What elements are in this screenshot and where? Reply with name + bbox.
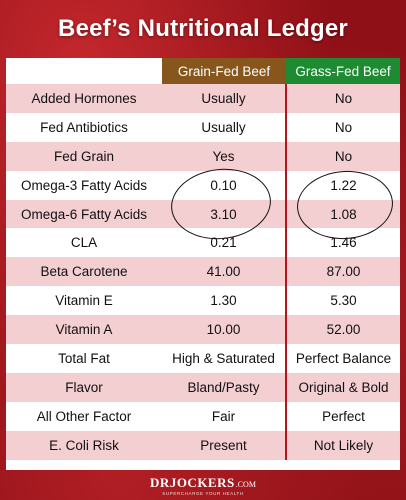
header-grass-fed: Grass-Fed Beef: [286, 58, 400, 84]
grass-value: 1.46: [285, 228, 400, 258]
logo-jockers: JOCKERS: [169, 474, 235, 490]
grass-value: Original & Bold: [285, 372, 400, 402]
brand-logo: DR JOCKERS .COM: [150, 475, 256, 491]
row-label: Fed Antibiotics: [6, 112, 162, 142]
grain-value: Yes: [162, 141, 286, 171]
table-row: Fed Antibiotics Usually No: [6, 112, 400, 142]
row-label: Flavor: [6, 372, 162, 402]
grain-value: 0.10: [162, 170, 286, 200]
brand-tagline: SUPERCHARGE YOUR HEALTH: [162, 490, 244, 496]
grain-value: 41.00: [162, 257, 286, 287]
row-label: Vitamin E: [6, 286, 162, 316]
comparison-table: Grain-Fed Beef Grass-Fed Beef Added Horm…: [6, 58, 400, 460]
header-empty-cell: [6, 58, 162, 84]
logo-dr: DR: [150, 474, 170, 490]
grain-value: Fair: [162, 401, 286, 431]
table-row: Fed Grain Yes No: [6, 141, 400, 171]
table-row: Omega-3 Fatty Acids 0.10 1.22: [6, 170, 400, 200]
grain-value: Usually: [162, 112, 286, 142]
table-row: Vitamin A 10.00 52.00: [6, 315, 400, 345]
grass-value: 5.30: [285, 286, 400, 316]
table-row: All Other Factor Fair Perfect: [6, 401, 400, 431]
row-label: Fed Grain: [6, 141, 162, 171]
table-row: Added Hormones Usually No: [6, 84, 400, 113]
grain-value: High & Saturated: [162, 344, 286, 373]
row-label: Omega-3 Fatty Acids: [6, 170, 162, 200]
row-label: CLA: [6, 228, 162, 258]
grain-value: Present: [162, 430, 286, 460]
table-row: Flavor Bland/Pasty Original & Bold: [6, 372, 400, 402]
row-label: Total Fat: [6, 344, 162, 373]
brand-footer: DR JOCKERS .COM SUPERCHARGE YOUR HEALTH: [0, 470, 406, 500]
grain-value: 10.00: [162, 315, 286, 345]
table-row: CLA 0.21 1.46: [6, 228, 400, 258]
grass-value: 1.08: [285, 199, 400, 229]
row-label: All Other Factor: [6, 401, 162, 431]
grass-value: 52.00: [285, 315, 400, 345]
grass-value: No: [285, 84, 400, 113]
grass-value: Perfect Balance: [285, 344, 400, 373]
grain-value: Bland/Pasty: [162, 372, 286, 402]
row-label: Beta Carotene: [6, 257, 162, 287]
table-row: Total Fat High & Saturated Perfect Balan…: [6, 344, 400, 373]
grain-value: 0.21: [162, 228, 286, 258]
grass-value: Perfect: [285, 401, 400, 431]
grain-value: Usually: [162, 84, 286, 113]
page-title: Beef’s Nutritional Ledger: [58, 15, 348, 42]
grass-value: No: [285, 112, 400, 142]
grass-value: No: [285, 141, 400, 171]
table-row: Beta Carotene 41.00 87.00: [6, 257, 400, 287]
table-body: Added Hormones Usually No Fed Antibiotic…: [6, 84, 400, 460]
comparison-panel: Grain-Fed Beef Grass-Fed Beef Added Horm…: [6, 58, 400, 470]
row-label: Vitamin A: [6, 315, 162, 345]
header-row: Grain-Fed Beef Grass-Fed Beef: [6, 58, 400, 84]
grass-value: 1.22: [285, 170, 400, 200]
table-row: Omega-6 Fatty Acids 3.10 1.08: [6, 199, 400, 229]
grass-value: Not Likely: [285, 430, 400, 460]
row-label: Omega-6 Fatty Acids: [6, 199, 162, 229]
grain-value: 1.30: [162, 286, 286, 316]
table-row: E. Coli Risk Present Not Likely: [6, 430, 400, 460]
logo-com: .COM: [235, 479, 256, 489]
grain-value: 3.10: [162, 199, 286, 229]
header-grain-fed: Grain-Fed Beef: [162, 58, 286, 84]
table-row: Vitamin E 1.30 5.30: [6, 286, 400, 316]
row-label: E. Coli Risk: [6, 430, 162, 460]
grass-value: 87.00: [285, 257, 400, 287]
row-label: Added Hormones: [6, 84, 162, 113]
